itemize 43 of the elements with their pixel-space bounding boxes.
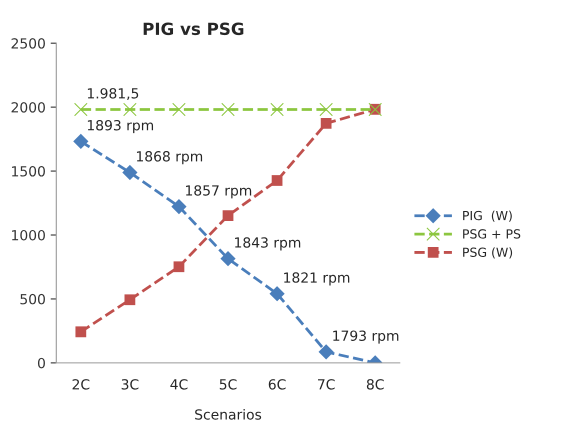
x-tick-label: 6C bbox=[268, 379, 286, 390]
legend-label: PIG (W) bbox=[463, 210, 512, 222]
point bbox=[122, 165, 138, 180]
y-tick-label: 1500 bbox=[12, 166, 45, 177]
annotation: 1893 rpm bbox=[88, 120, 154, 134]
point bbox=[74, 102, 88, 116]
point bbox=[222, 210, 234, 221]
annotation: 1793 rpm bbox=[333, 330, 398, 344]
x-tick-label: 4C bbox=[170, 379, 188, 390]
y-tick-label: 1000 bbox=[12, 230, 45, 240]
y-tick-label: 2000 bbox=[12, 102, 45, 113]
annotation: 1.981,5 bbox=[88, 88, 138, 100]
x-tick-label: 2C bbox=[72, 379, 90, 390]
point bbox=[123, 102, 137, 116]
point bbox=[318, 344, 334, 360]
x-tick-label: 8C bbox=[366, 379, 384, 390]
y-tick-label: 0 bbox=[38, 358, 45, 368]
point bbox=[220, 251, 236, 266]
annotation: 1821 rpm bbox=[284, 272, 350, 286]
y-tick-label: 2500 bbox=[12, 38, 45, 49]
point bbox=[172, 199, 186, 214]
point bbox=[75, 326, 86, 338]
point bbox=[124, 294, 136, 306]
y-tick-label: 500 bbox=[20, 294, 45, 304]
point bbox=[270, 286, 284, 302]
point bbox=[319, 102, 333, 116]
point bbox=[73, 134, 88, 149]
x-axis-title: Scenarios bbox=[195, 408, 262, 420]
point bbox=[272, 175, 282, 186]
x-tick-label: 7C bbox=[318, 379, 335, 390]
legend-label: PSG + PS bbox=[463, 229, 520, 239]
legend-label: PSG (W) bbox=[463, 247, 512, 258]
x-tick-label: 3C bbox=[122, 379, 138, 390]
point bbox=[172, 102, 186, 116]
point bbox=[174, 261, 184, 272]
point bbox=[221, 102, 235, 116]
annotation: 1857 rpm bbox=[186, 185, 252, 198]
annotation: 1843 rpm bbox=[235, 237, 300, 250]
point bbox=[320, 118, 332, 129]
annotation: 1868 rpm bbox=[136, 151, 202, 164]
point bbox=[270, 102, 284, 116]
x-tick-label: 5C bbox=[220, 379, 237, 390]
chart-title: PIG vs PSG bbox=[144, 22, 244, 36]
